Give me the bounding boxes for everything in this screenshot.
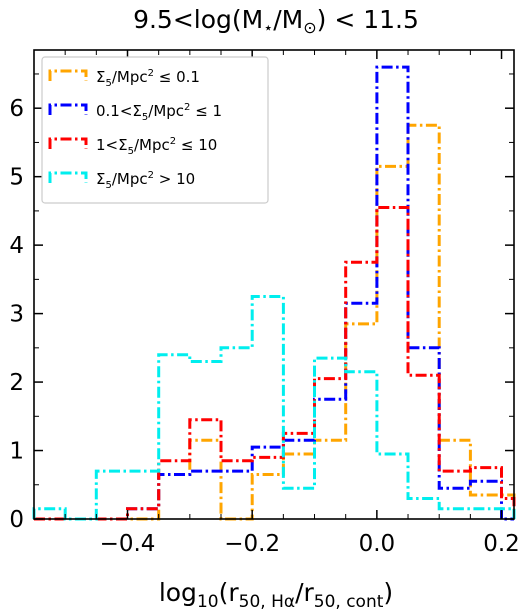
title-subscript: ⊙ xyxy=(303,18,316,37)
x-axis-label: log10(r50, Hα/r50, cont) xyxy=(159,578,393,612)
ticks-layer: −0.4 −0.2 0.0 0.2 0 1 2 3 4 5 6 xyxy=(9,50,520,557)
x-tick-label: −0.2 xyxy=(224,531,280,557)
y-tick-label: 6 xyxy=(9,96,24,122)
legend-swatch xyxy=(48,137,88,149)
axes-frame xyxy=(33,49,515,520)
legend-box xyxy=(41,56,269,204)
x-tick-label: −0.4 xyxy=(100,531,156,557)
y-tick-label: 5 xyxy=(9,165,24,191)
legend-label: 1<Σ5/Mpc2 ≤ 10 xyxy=(96,136,217,157)
chart-title: 9.5<log(M⋆/M⊙) < 11.5 xyxy=(133,5,419,37)
title-subscript: ⋆ xyxy=(263,18,273,37)
legend-swatch xyxy=(48,171,88,183)
legend-label: Σ5/Mpc2 ≤ 0.1 xyxy=(96,68,200,89)
series-line-3 xyxy=(34,206,516,521)
legend-label: 0.1<Σ5/Mpc2 ≤ 1 xyxy=(96,102,222,123)
series-line-4 xyxy=(32,295,516,521)
legend-swatch xyxy=(48,103,88,115)
legend-label: Σ5/Mpc2 > 10 xyxy=(96,170,195,191)
y-tick-label: 1 xyxy=(9,439,24,465)
legend-swatch xyxy=(48,69,88,81)
y-tick-label: 2 xyxy=(9,370,24,396)
x-tick-label: 0.0 xyxy=(359,531,396,557)
y-tick-label: 3 xyxy=(9,302,24,328)
y-tick-label: 4 xyxy=(9,233,24,259)
legend: Σ5/Mpc2 ≤ 0.1 0.1<Σ5/Mpc2 ≤ 1 1<Σ5/Mpc2 ≤ … xyxy=(41,56,269,204)
x-tick-label: 0.2 xyxy=(483,531,520,557)
y-tick-label: 0 xyxy=(9,507,24,533)
series-layer xyxy=(32,65,516,521)
